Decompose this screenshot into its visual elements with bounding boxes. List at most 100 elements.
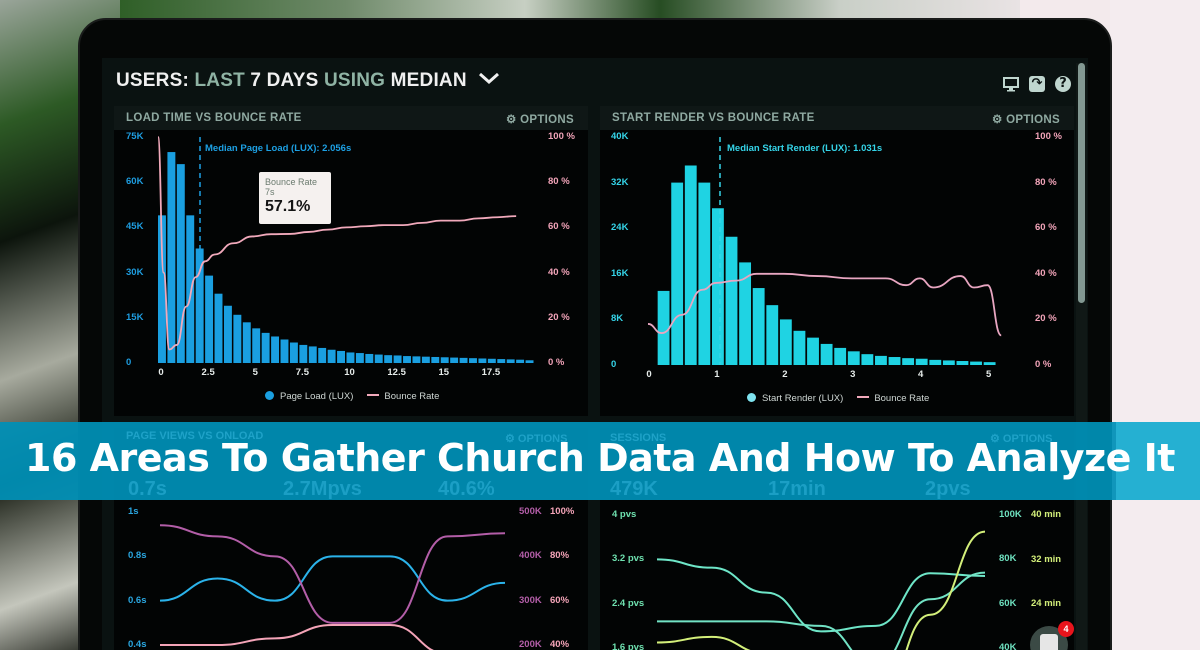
axis-tick-label: 12.5	[387, 367, 406, 378]
ghost-panel-title-3: PAGE VIEWS VS ONLOAD	[126, 430, 264, 442]
chevron-down-icon[interactable]	[478, 70, 500, 92]
axis-tick-label: 40 %	[1035, 267, 1057, 279]
title-range: 7 DAYS	[250, 70, 319, 91]
options-button[interactable]: ⚙ OPTIONS	[992, 114, 1060, 126]
tooltip-series: Bounce Rate	[265, 177, 318, 187]
axis-tick-label: 5	[252, 367, 258, 378]
axis-tick-label: 80 %	[548, 176, 570, 188]
axis-tick-label: 80 %	[1035, 176, 1057, 188]
axis-tick-label: 60K	[126, 176, 144, 188]
axis-tick-label: 0	[158, 367, 164, 378]
axis-tick-label: 20 %	[1035, 313, 1057, 325]
median-label-load: Median Page Load (LUX): 2.056s	[205, 143, 352, 154]
axis-tick-label: 2	[782, 369, 788, 380]
axis-tick-label: 3.2 pvs	[612, 553, 645, 564]
axis-tick-label: 4 pvs	[612, 508, 637, 520]
scrollbar-track	[1076, 63, 1087, 650]
axis-tick-label: 4	[918, 369, 924, 380]
stat-pvs: 2pvs	[925, 478, 971, 500]
axis-tick-label: 0 %	[548, 357, 565, 368]
stat-page-views: 2.7Mpvs	[283, 478, 362, 500]
axis-tick-label: 100%	[550, 505, 575, 517]
stat-bounce: 40.6%	[438, 478, 495, 500]
scrollbar-thumb[interactable]	[1078, 63, 1085, 303]
bounce-rate-tooltip: Bounce Rate 7s 57.1%	[259, 172, 331, 224]
axis-tick-label: 8K	[611, 313, 624, 325]
axis-tick-label: 2.4 pvs	[612, 597, 645, 609]
axis-tick-label: 60 %	[1035, 222, 1057, 234]
axis-tick-label: 0 %	[1035, 359, 1052, 370]
panel-title: LOAD TIME VS BOUNCE RATE	[126, 112, 302, 124]
axis-tick-label: 15K	[126, 311, 144, 323]
legend-item-start-render[interactable]: Start Render (LUX)	[747, 393, 843, 404]
ghost-options-3: ⚙ OPTIONS	[505, 433, 568, 445]
legend-load: Page Load (LUX) Bounce Rate	[265, 391, 439, 402]
title-median: MEDIAN	[390, 70, 467, 91]
banner-title: 16 Areas To Gather Church Data And How T…	[25, 436, 1175, 480]
panel-header: START RENDER VS BOUNCE RATE ⚙ OPTIONS	[600, 106, 1074, 130]
axis-tick-label: 0.4s	[128, 639, 147, 650]
axis-tick-label: 100 %	[1035, 131, 1062, 142]
legend-item-bounce[interactable]: Bounce Rate	[857, 393, 929, 404]
notification-badge: 4	[1058, 621, 1074, 637]
axis-tick-label: 3	[850, 369, 856, 380]
axis-tick-label: 40K	[999, 642, 1017, 650]
axis-tick-label: 80%	[550, 550, 570, 561]
axis-tick-label: 1.6 pvs	[612, 642, 645, 650]
axis-tick-label: 400K	[519, 550, 542, 561]
share-icon[interactable]: ↷	[1029, 76, 1045, 92]
axis-tick-label: 32K	[611, 176, 629, 188]
axis-tick-label: 32 min	[1031, 553, 1062, 565]
axis-tick-label: 100K	[999, 508, 1022, 520]
title-banner-overlay	[0, 422, 1116, 500]
axis-tick-label: 1	[714, 369, 720, 380]
legend-item-bounce[interactable]: Bounce Rate	[367, 391, 439, 402]
axis-tick-label: 30K	[126, 266, 144, 278]
axis-tick-label: 1s	[128, 505, 139, 517]
options-label: OPTIONS	[1006, 114, 1060, 126]
axis-tick-label: 60K	[999, 597, 1017, 609]
axis-tick-label: 0	[646, 369, 652, 380]
stat-onload: 0.7s	[128, 478, 167, 500]
axis-tick-label: 20 %	[548, 311, 570, 323]
panel-title: START RENDER VS BOUNCE RATE	[612, 112, 815, 124]
axis-tick-label: 16K	[611, 267, 629, 279]
axis-tick-label: 60 %	[548, 221, 570, 233]
axis-tick-label: 7.5	[295, 367, 309, 378]
axis-tick-label: 24 min	[1031, 598, 1062, 609]
median-label-render: Median Start Render (LUX): 1.031s	[727, 143, 883, 154]
axis-tick-label: 24K	[611, 222, 629, 234]
tooltip-value: 57.1%	[265, 198, 311, 215]
axis-tick-label: 0	[611, 359, 617, 370]
axis-tick-label: 40 %	[548, 266, 570, 278]
axis-tick-label: 40%	[550, 639, 570, 650]
title-using: USING	[323, 70, 386, 91]
axis-tick-label: 80K	[999, 553, 1017, 564]
options-button[interactable]: ⚙ OPTIONS	[506, 114, 574, 126]
options-label: OPTIONS	[520, 114, 574, 126]
legend-render: Start Render (LUX) Bounce Rate	[747, 393, 929, 404]
axis-tick-label: 0	[126, 357, 132, 368]
axis-tick-label: 500K	[519, 505, 542, 517]
help-icon[interactable]: ?	[1055, 76, 1071, 92]
axis-tick-label: 75K	[126, 131, 144, 142]
axis-tick-label: 0.6s	[128, 594, 147, 606]
axis-tick-label: 2.5	[201, 367, 215, 378]
axis-tick-label: 100 %	[548, 131, 575, 142]
axis-tick-label: 300K	[519, 594, 542, 606]
monitor-icon[interactable]	[1003, 76, 1019, 92]
background-wall	[1110, 0, 1200, 650]
stat-session-length: 17min	[768, 478, 826, 500]
axis-tick-label: 10	[344, 367, 355, 378]
title-last: LAST	[194, 70, 245, 91]
toolbar: ↷ ?	[1003, 76, 1071, 92]
axis-tick-label: 45K	[126, 221, 144, 233]
dashboard-title[interactable]: USERS: LAST 7 DAYS USING MEDIAN	[116, 70, 1016, 96]
panel-header: LOAD TIME VS BOUNCE RATE ⚙ OPTIONS	[114, 106, 588, 130]
axis-tick-label: 0.8s	[128, 550, 147, 561]
chat-icon	[1040, 634, 1058, 650]
legend-item-page-load[interactable]: Page Load (LUX)	[265, 391, 353, 402]
